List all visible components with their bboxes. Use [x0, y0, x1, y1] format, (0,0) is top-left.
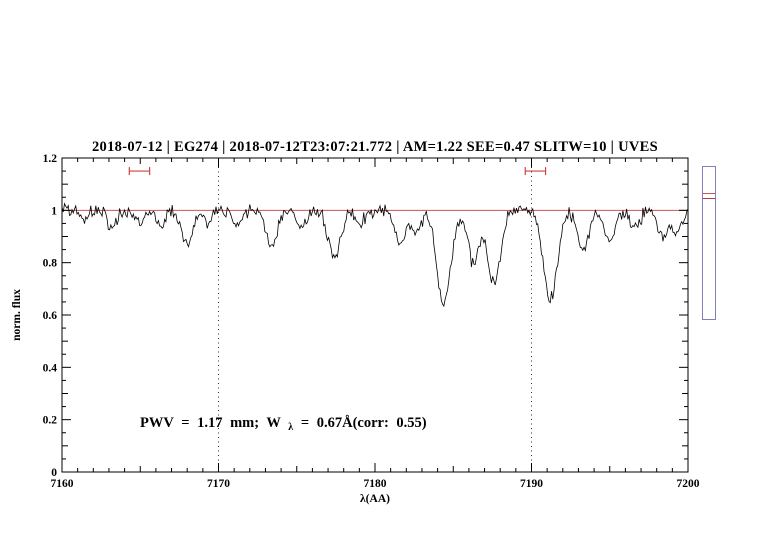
y-axis-label: norm. flux: [11, 289, 23, 341]
annotation-text: PWV = 1.17 mm; W λ = 0.67Å(corr: 0.55): [140, 415, 427, 434]
tick-marks: [61, 157, 689, 473]
telluric-region-vlines: [218, 158, 532, 472]
x-tick-label: 7190: [520, 478, 543, 490]
x-tick-label: 7180: [364, 478, 387, 490]
annotation-suffix: = 0.67Å(corr: 0.55): [301, 415, 427, 431]
red-interval-marker: [128, 167, 151, 176]
side-gauge-frame: [702, 166, 716, 320]
side-gauge: [702, 166, 716, 320]
red-interval-markers: [128, 167, 547, 176]
chart-title: 2018-07-12 | EG274 | 2018-07-12T23:07:21…: [92, 139, 658, 155]
x-tick-label: 7200: [677, 478, 700, 490]
y-tick-label: 0.8: [43, 258, 58, 270]
y-tick-label: 1.2: [43, 153, 58, 165]
tick-labels: 7160 7170 7180 7190 7200 0 0.2 0.4 0.6 0.8 1 1.2: [43, 153, 700, 490]
x-tick-label: 7170: [207, 478, 230, 490]
annotation-subscript: λ: [288, 422, 293, 433]
x-axis-label: λ(AA): [360, 493, 390, 505]
y-tick-label: 1: [51, 205, 57, 217]
annotation-prefix: PWV = 1.17 mm; W: [140, 415, 281, 431]
red-interval-marker: [524, 167, 547, 176]
spectrum-layer: [61, 202, 689, 308]
y-tick-label: 0: [51, 467, 57, 479]
x-tick-label: 7160: [51, 478, 74, 490]
y-tick-label: 0.6: [43, 310, 58, 322]
y-tick-label: 0.2: [43, 415, 58, 427]
y-tick-label: 0.4: [43, 362, 58, 374]
spectrum-path: [61, 202, 689, 308]
